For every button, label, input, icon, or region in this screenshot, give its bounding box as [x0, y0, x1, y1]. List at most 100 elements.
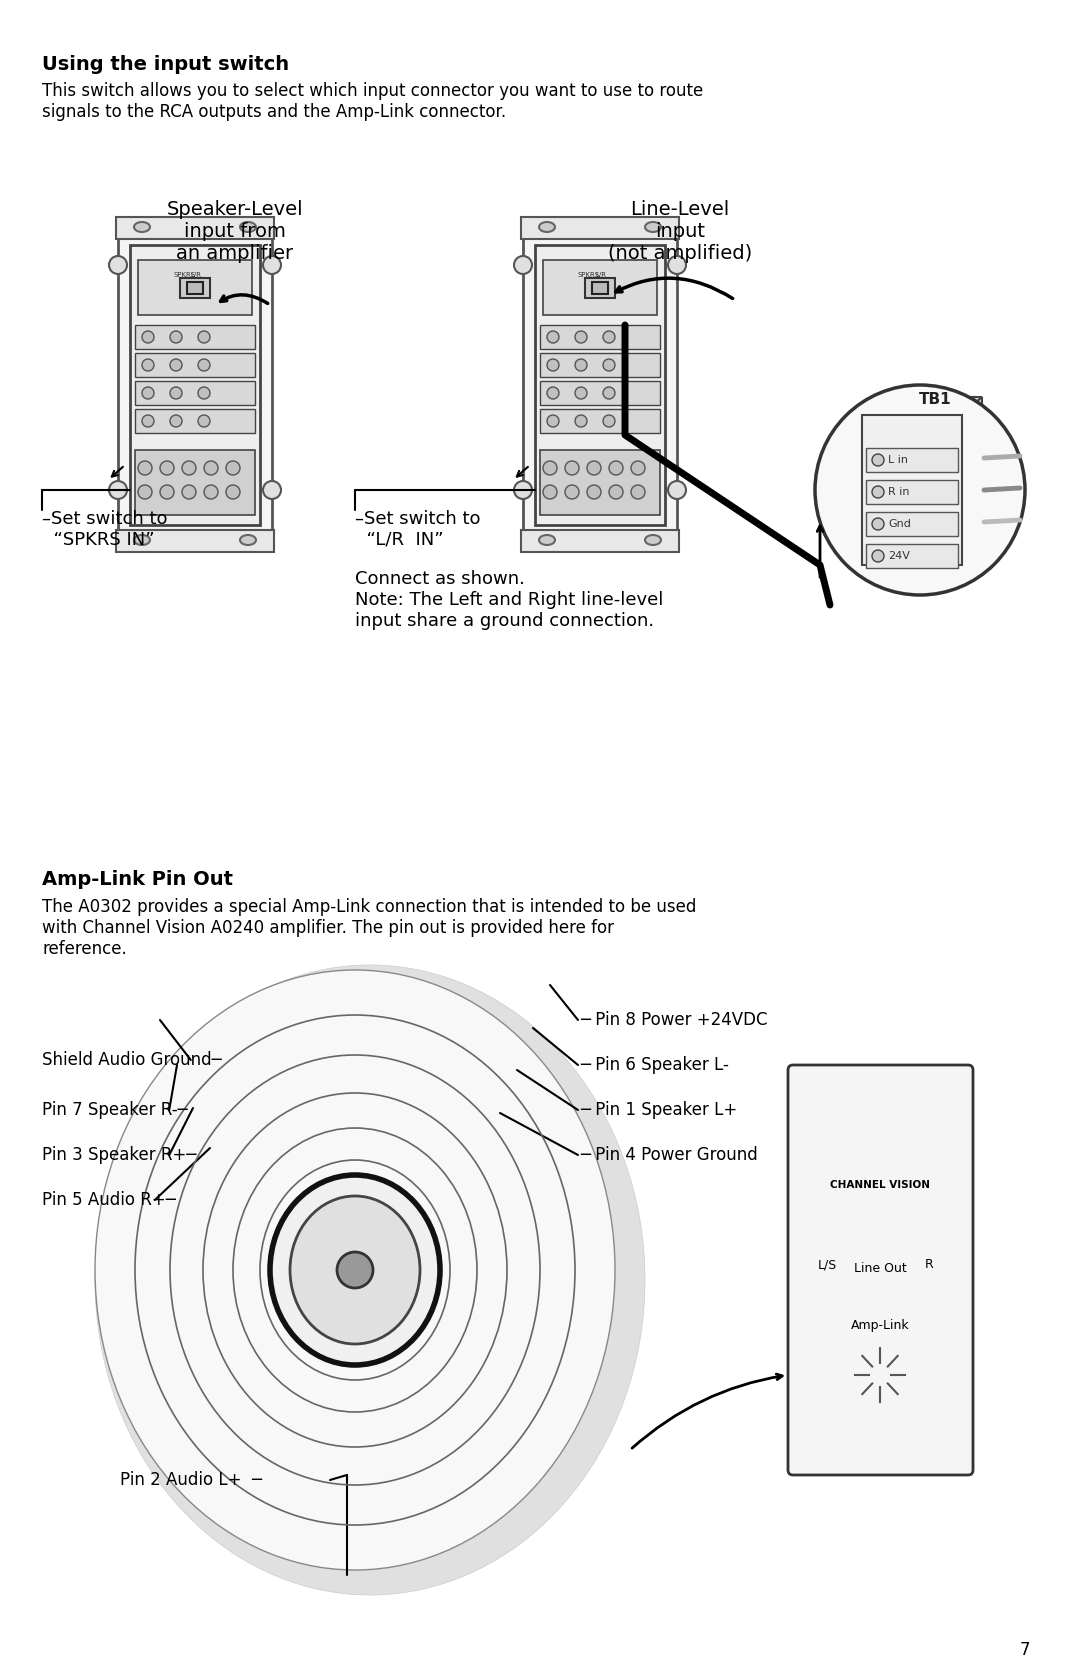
Ellipse shape	[291, 1197, 420, 1344]
Circle shape	[546, 330, 559, 344]
Text: Line-Level
input
(not amplified): Line-Level input (not amplified)	[608, 200, 752, 264]
Ellipse shape	[645, 536, 661, 546]
Ellipse shape	[134, 222, 150, 232]
Circle shape	[198, 387, 210, 399]
Circle shape	[138, 486, 152, 499]
Ellipse shape	[889, 1198, 947, 1257]
Ellipse shape	[823, 1312, 937, 1437]
Circle shape	[795, 1078, 819, 1102]
Ellipse shape	[270, 1175, 440, 1365]
Bar	[866, 544, 958, 567]
Ellipse shape	[539, 536, 555, 546]
Circle shape	[575, 359, 588, 371]
Text: R: R	[924, 1258, 934, 1272]
Text: L/R: L/R	[595, 272, 606, 279]
Bar	[540, 354, 660, 377]
Ellipse shape	[240, 536, 256, 546]
FancyBboxPatch shape	[788, 1065, 973, 1475]
Text: L/R: L/R	[190, 272, 201, 279]
Text: Using the input switch: Using the input switch	[42, 55, 289, 73]
Circle shape	[872, 486, 885, 497]
Bar	[116, 217, 274, 239]
Circle shape	[872, 551, 885, 562]
Circle shape	[940, 1439, 964, 1462]
Ellipse shape	[134, 536, 150, 546]
Polygon shape	[962, 397, 982, 566]
Circle shape	[588, 486, 600, 499]
Ellipse shape	[828, 1213, 856, 1242]
Circle shape	[170, 416, 183, 427]
Bar	[521, 531, 679, 552]
Text: Pin 3 Speaker R+─: Pin 3 Speaker R+─	[42, 1147, 197, 1163]
Circle shape	[141, 359, 154, 371]
Circle shape	[575, 387, 588, 399]
Circle shape	[940, 1078, 964, 1102]
Circle shape	[337, 1252, 373, 1288]
Circle shape	[109, 481, 127, 499]
Bar	[130, 245, 260, 526]
Circle shape	[198, 359, 210, 371]
Circle shape	[514, 481, 532, 499]
Bar	[180, 279, 210, 299]
Ellipse shape	[813, 1198, 870, 1257]
Text: Pin 5 Audio R+─: Pin 5 Audio R+─	[42, 1192, 176, 1208]
Bar	[540, 325, 660, 349]
Ellipse shape	[645, 222, 661, 232]
Circle shape	[543, 461, 557, 476]
Text: L/S: L/S	[818, 1258, 837, 1272]
Bar	[521, 217, 679, 239]
Bar	[135, 325, 255, 349]
Circle shape	[546, 359, 559, 371]
Circle shape	[183, 486, 195, 499]
Text: This switch allows you to select which input connector you want to use to route
: This switch allows you to select which i…	[42, 82, 703, 120]
Ellipse shape	[904, 1213, 932, 1242]
Text: Shield Audio Ground─: Shield Audio Ground─	[42, 1051, 221, 1070]
Ellipse shape	[95, 970, 615, 1571]
Circle shape	[138, 461, 152, 476]
Circle shape	[603, 416, 615, 427]
Circle shape	[141, 330, 154, 344]
Bar	[540, 451, 660, 516]
Circle shape	[565, 486, 579, 499]
Circle shape	[109, 255, 127, 274]
Circle shape	[669, 255, 686, 274]
Bar	[135, 354, 255, 377]
Circle shape	[198, 416, 210, 427]
Text: Amp-Link: Amp-Link	[309, 1232, 401, 1252]
Text: 7: 7	[1020, 1641, 1030, 1659]
Circle shape	[575, 416, 588, 427]
Text: L in: L in	[888, 456, 908, 466]
Bar	[815, 1175, 945, 1197]
Text: Gnd: Gnd	[888, 519, 910, 529]
Bar	[138, 260, 252, 315]
Text: CHANNEL VISION: CHANNEL VISION	[831, 1180, 930, 1190]
Ellipse shape	[837, 1327, 922, 1422]
Circle shape	[870, 1440, 890, 1460]
Circle shape	[546, 416, 559, 427]
Circle shape	[204, 461, 218, 476]
Text: TB1: TB1	[919, 392, 951, 407]
Circle shape	[609, 486, 623, 499]
Circle shape	[815, 386, 1025, 596]
Circle shape	[514, 255, 532, 274]
Text: SPKRS: SPKRS	[173, 272, 195, 279]
Circle shape	[872, 1082, 888, 1098]
Bar	[523, 230, 677, 541]
Bar	[118, 230, 272, 541]
Text: Amp-Link: Amp-Link	[851, 1319, 909, 1332]
Bar	[540, 381, 660, 406]
Text: Speaker-Level
input from
an amplifier: Speaker-Level input from an amplifier	[166, 200, 303, 264]
Bar	[592, 282, 608, 294]
Circle shape	[204, 486, 218, 499]
Circle shape	[141, 416, 154, 427]
Circle shape	[264, 481, 281, 499]
Circle shape	[669, 481, 686, 499]
Text: 24V: 24V	[888, 551, 909, 561]
Bar	[116, 531, 274, 552]
Bar	[862, 416, 962, 566]
Text: R in: R in	[888, 487, 909, 497]
Circle shape	[198, 330, 210, 344]
Circle shape	[264, 255, 281, 274]
Bar	[187, 282, 203, 294]
Ellipse shape	[240, 222, 256, 232]
